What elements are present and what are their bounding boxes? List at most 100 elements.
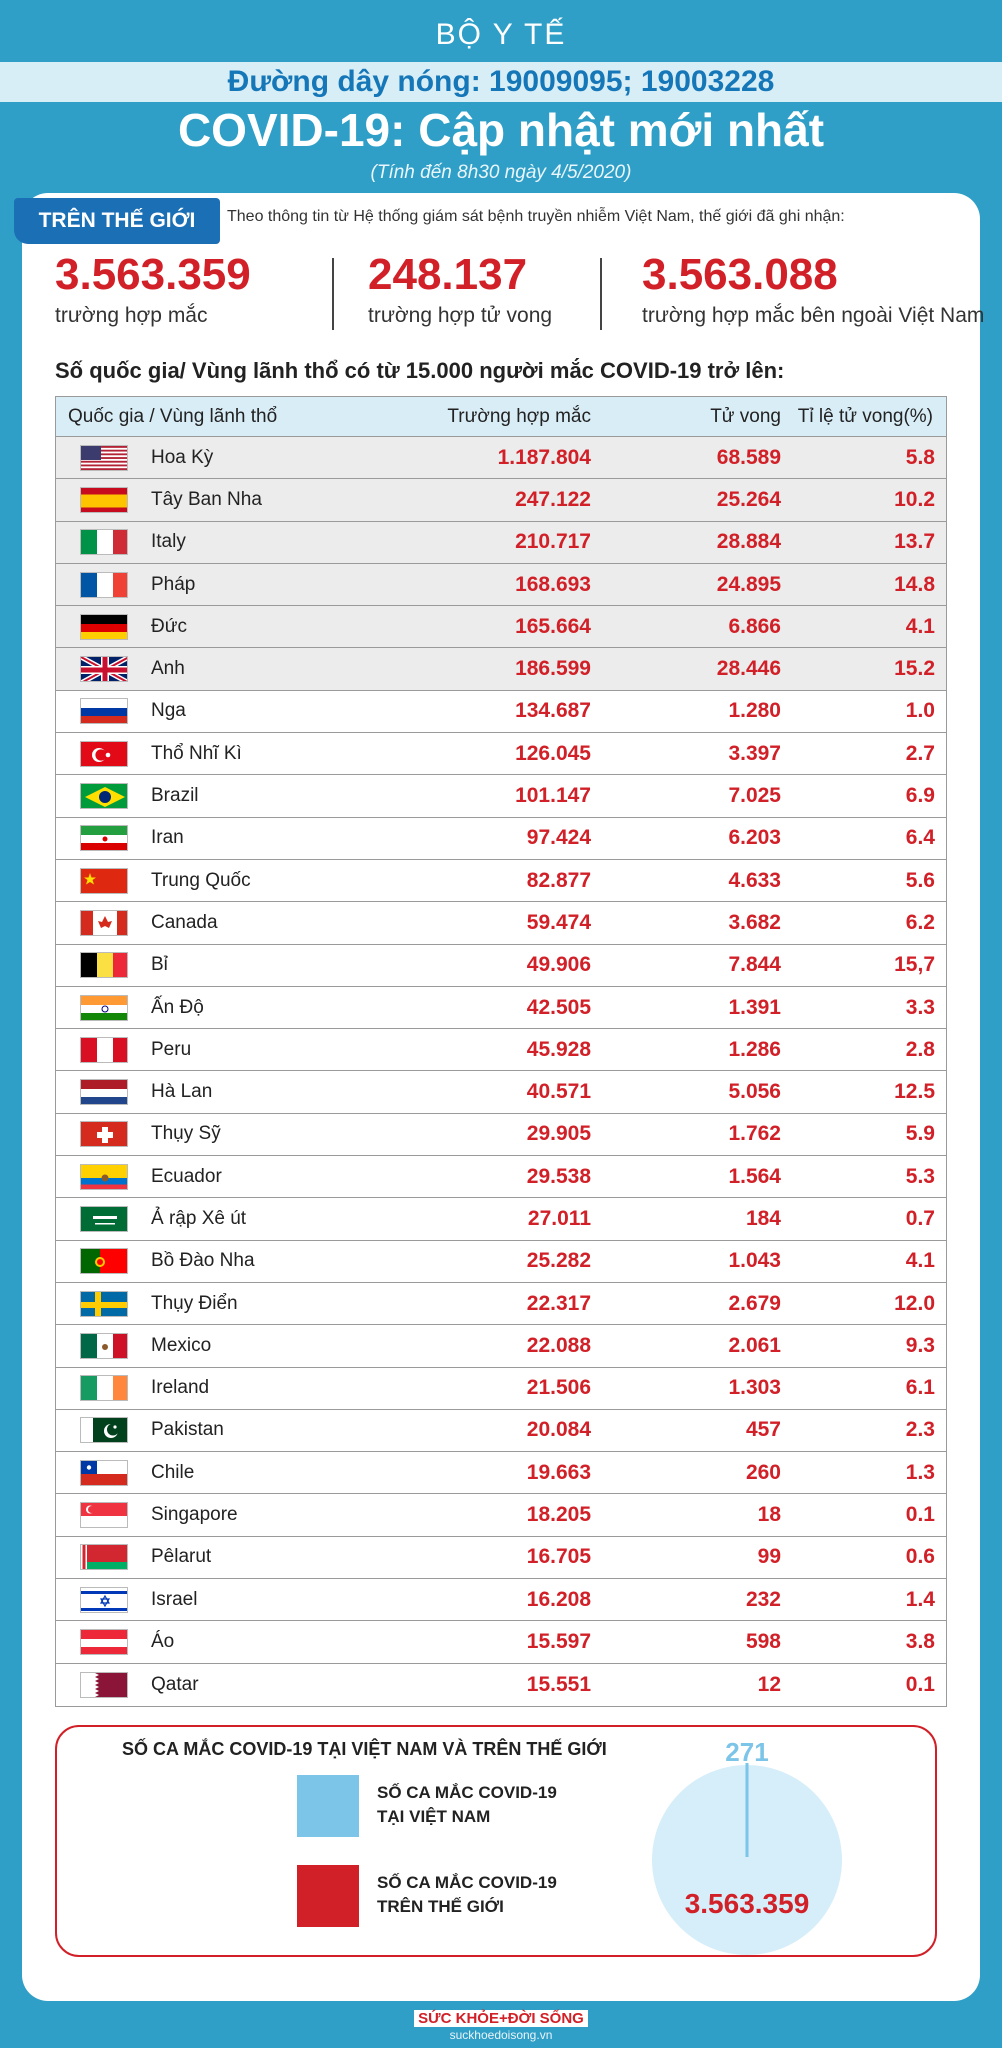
table-row: Bỉ 49.906 7.844 15,7 [56, 944, 946, 987]
page-title: COVID-19: Cập nhật mới nhất [177, 104, 825, 156]
deaths-value: 6.866 [728, 614, 781, 638]
world-intro: Theo thông tin từ Hệ thống giám sát bệnh… [227, 208, 845, 225]
fatality-rate-value: 0.6 [905, 1545, 935, 1569]
flag-cell [56, 529, 151, 556]
cases-value: 42.505 [526, 995, 591, 1019]
table-heading: Số quốc gia/ Vùng lãnh thổ có từ 15.000 … [55, 358, 785, 383]
country-name: Bồ Đào Nha [151, 1250, 255, 1272]
country-name: Singapore [151, 1504, 238, 1526]
table-header: Quốc gia / Vùng lãnh thổ Trường hợp mắc … [56, 397, 946, 437]
table-row: Canada 59.474 3.682 6.2 [56, 902, 946, 945]
fatality-rate-value: 5.8 [905, 445, 935, 469]
stat-value: 3.563.088 [642, 250, 838, 299]
country-name: Ecuador [151, 1165, 222, 1187]
legend-swatch-world [297, 1865, 359, 1927]
stat-cases-outside-vietnam: 3.563.088 trường hợp mắc bên ngoài Việt … [642, 250, 984, 328]
cases-value: 134.687 [515, 699, 591, 723]
cases-value: 18.205 [526, 1503, 591, 1527]
fatality-rate-value: 13.7 [894, 530, 935, 554]
flag-cell [56, 1332, 151, 1359]
country-name: Hoa Kỳ [151, 446, 214, 468]
cases-value: 27.011 [527, 1206, 591, 1230]
legend-label-vietnam: SỐ CA MẮC COVID-19 TẠI VIỆT NAM [377, 1781, 557, 1829]
deaths-value: 1.564 [728, 1164, 781, 1188]
fatality-rate-value: 0.1 [905, 1503, 935, 1527]
table-row: Ả rập Xê út 27.011 184 0.7 [56, 1198, 946, 1241]
table-row: Hà Lan 40.571 5.056 12.5 [56, 1071, 946, 1114]
flag-cell [56, 825, 151, 852]
fatality-rate-value: 4.1 [905, 1249, 935, 1273]
deaths-value: 1.286 [728, 1037, 781, 1061]
col-cases: Trường hợp mắc [447, 405, 591, 427]
israel-flag-icon [79, 1586, 128, 1613]
fatality-rate-value: 5.3 [905, 1164, 935, 1188]
fatality-rate-value: 15.2 [894, 657, 935, 681]
fatality-rate-value: 3.3 [905, 995, 935, 1019]
cases-value: 49.906 [526, 953, 591, 977]
col-rate: Tỉ lệ tử vong(%) [797, 405, 933, 427]
country-name: Hà Lan [151, 1081, 213, 1103]
ireland-flag-icon [79, 1375, 128, 1402]
legend-swatch-vietnam [297, 1775, 359, 1837]
country-name: Ả rập Xê út [151, 1207, 247, 1229]
cases-value: 21.506 [526, 1376, 591, 1400]
table-body: Hoa Kỳ 1.187.804 68.589 5.8 Tây Ban Nha 247.1… [56, 437, 946, 1706]
flag-cell [56, 1163, 151, 1190]
flag-cell [56, 1248, 151, 1275]
iran-flag-icon [79, 825, 128, 852]
table-row: Hoa Kỳ 1.187.804 68.589 5.8 [56, 437, 946, 480]
fatality-rate-value: 14.8 [894, 572, 935, 596]
fatality-rate-value: 1.3 [905, 1460, 935, 1484]
country-name: Iran [151, 827, 184, 849]
cases-value: 15.551 [526, 1672, 591, 1696]
fatality-rate-value: 6.1 [905, 1376, 935, 1400]
mexico-flag-icon [79, 1332, 128, 1359]
legend-line: SỐ CA MẮC COVID-19 [377, 1873, 557, 1892]
deaths-value: 6.203 [728, 826, 781, 850]
flag-cell [56, 1628, 151, 1655]
country-name: Ấn Độ [151, 996, 204, 1018]
fatality-rate-value: 5.6 [905, 868, 935, 892]
legend-line: TẠI VIỆT NAM [377, 1807, 491, 1826]
comparison-title: SỐ CA MẮC COVID-19 TẠI VIỆT NAM VÀ TRÊN … [122, 1739, 607, 1759]
cases-value: 15.597 [526, 1629, 591, 1653]
country-name: Israel [151, 1588, 198, 1610]
switzerland-flag-icon [79, 1121, 128, 1148]
stat-label: trường hợp mắc [55, 304, 208, 327]
fatality-rate-value: 0.1 [905, 1672, 935, 1696]
deaths-value: 99 [757, 1545, 781, 1569]
country-name: Peru [151, 1038, 192, 1060]
austria-flag-icon [79, 1628, 128, 1655]
table-row: Nga 134.687 1.280 1.0 [56, 690, 946, 734]
flag-cell [56, 1502, 151, 1529]
canada-flag-icon [79, 909, 128, 936]
deaths-value: 1.043 [728, 1249, 781, 1273]
fatality-rate-value: 6.9 [905, 784, 935, 808]
india-flag-icon [79, 994, 128, 1021]
deaths-value: 184 [745, 1206, 781, 1230]
deaths-value: 7.844 [728, 953, 781, 977]
world-section-tag: TRÊN THẾ GIỚI [14, 198, 220, 244]
deaths-value: 1.391 [728, 995, 781, 1019]
cases-value: 29.538 [526, 1164, 591, 1188]
deaths-value: 24.895 [716, 572, 781, 596]
vietnam-cases-value: 271 [725, 1737, 768, 1767]
country-name: Thụy Sỹ [151, 1123, 221, 1145]
country-name: Nga [151, 700, 186, 722]
flag-cell [56, 1544, 151, 1571]
country-name: Mexico [151, 1334, 212, 1356]
footer: SỨC KHỎE+ĐỜI SỐNG suckhoedoisong.vn [0, 2010, 1002, 2042]
footer-brand-logo: SỨC KHỎE+ĐỜI SỐNG [414, 2010, 588, 2027]
fatality-rate-value: 12.5 [894, 1080, 935, 1104]
peru-flag-icon [79, 1036, 128, 1063]
hotline-band: Đường dây nóng: 19009095; 19003228 [0, 62, 1002, 102]
deaths-value: 1.280 [728, 699, 781, 723]
ecuador-flag-icon [79, 1163, 128, 1190]
flag-cell [56, 486, 151, 513]
portugal-flag-icon [79, 1248, 128, 1275]
country-name: Áo [151, 1630, 175, 1652]
flag-cell [56, 656, 151, 683]
cases-value: 168.693 [515, 572, 591, 596]
deaths-value: 598 [745, 1629, 781, 1653]
fatality-rate-value: 9.3 [905, 1333, 935, 1357]
